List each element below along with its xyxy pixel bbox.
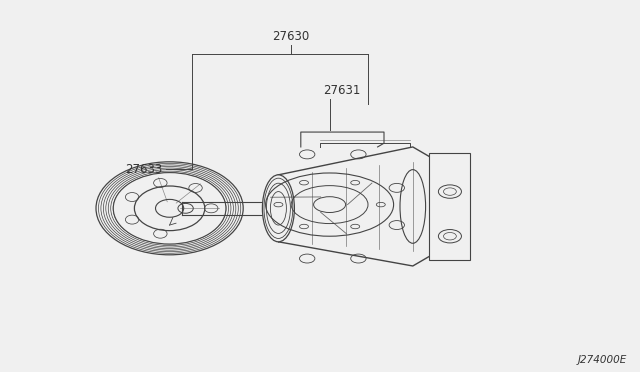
Text: 27633: 27633 bbox=[125, 163, 162, 176]
Ellipse shape bbox=[262, 175, 294, 242]
Text: J274000E: J274000E bbox=[578, 355, 627, 365]
Text: 27631: 27631 bbox=[323, 84, 360, 97]
Text: 27630: 27630 bbox=[273, 30, 310, 43]
FancyBboxPatch shape bbox=[429, 153, 470, 260]
Ellipse shape bbox=[400, 170, 426, 243]
Ellipse shape bbox=[113, 173, 226, 244]
